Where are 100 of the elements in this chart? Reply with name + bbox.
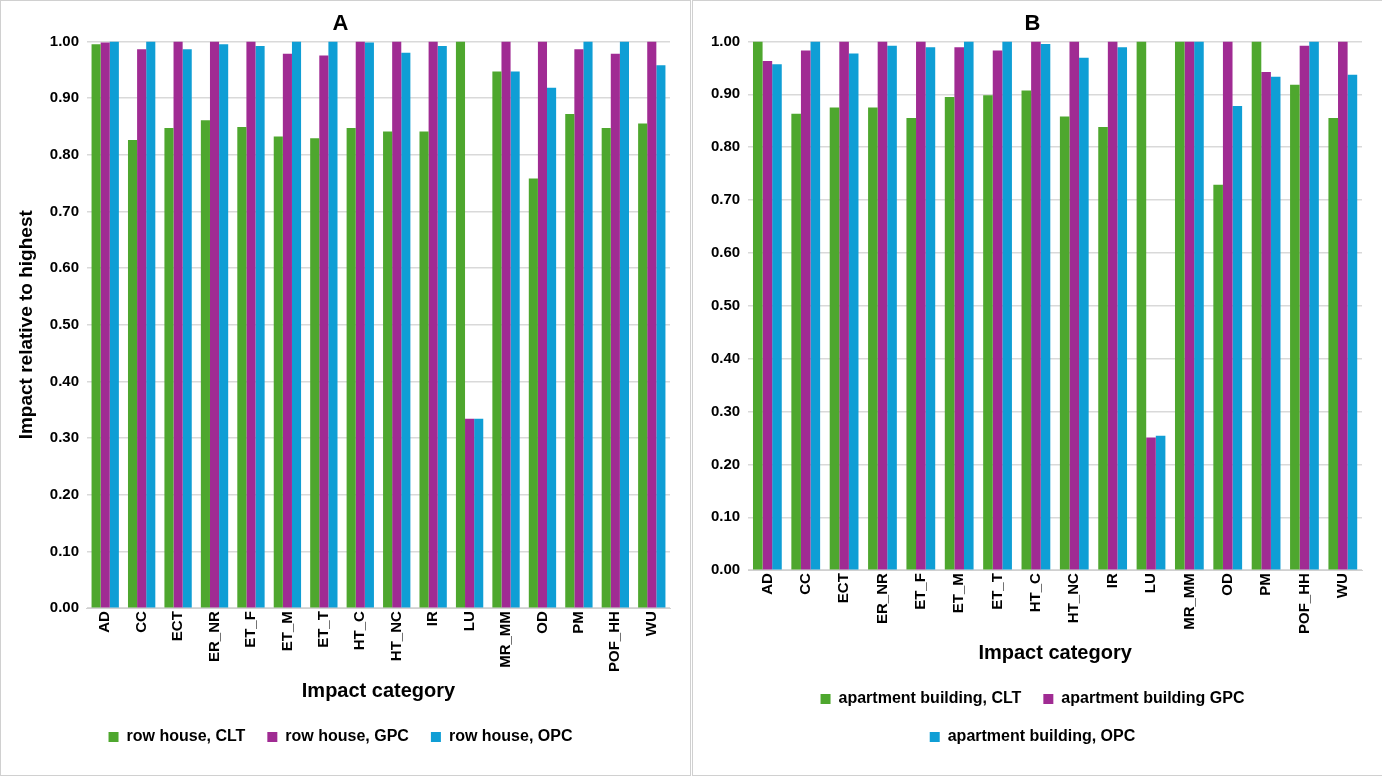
bar bbox=[492, 71, 502, 608]
x-tick-label: IR bbox=[423, 610, 441, 627]
x-tick-label: PM bbox=[569, 611, 587, 634]
bar bbox=[528, 178, 538, 608]
x-tick-label: PM bbox=[1256, 573, 1274, 596]
bar bbox=[983, 95, 993, 570]
legend-label: apartment building GPC bbox=[1061, 689, 1245, 707]
y-tick-label: 0.30 bbox=[710, 401, 741, 419]
bar bbox=[772, 64, 782, 570]
bar bbox=[200, 120, 210, 608]
x-tick-label: MR_MM bbox=[496, 611, 514, 668]
y-tick-label: 0.40 bbox=[49, 371, 79, 389]
legend-label: apartment building, CLT bbox=[838, 689, 1022, 707]
x-tick-label: LU bbox=[459, 611, 477, 632]
bar bbox=[364, 42, 374, 608]
bar bbox=[868, 107, 878, 570]
bar bbox=[877, 41, 888, 570]
x-tick-label: WU bbox=[641, 611, 659, 637]
y-tick-label: 0.00 bbox=[710, 560, 741, 578]
bar bbox=[906, 118, 917, 570]
x-tick-label: ET_F bbox=[241, 611, 259, 648]
x-tick-label: AD bbox=[95, 611, 113, 633]
bar bbox=[1079, 57, 1089, 570]
y-tick-label: 0.30 bbox=[49, 428, 79, 446]
bar bbox=[437, 45, 447, 608]
x-tick-label: OD bbox=[532, 610, 550, 634]
legend-label: row house, OPC bbox=[448, 727, 573, 745]
bar bbox=[282, 53, 292, 608]
x-tick-label: CC bbox=[131, 611, 149, 633]
y-tick-label: 0.20 bbox=[710, 454, 741, 472]
x-tick-label: ET_M bbox=[949, 573, 967, 614]
x-tick-label: OD bbox=[1217, 572, 1235, 596]
bar bbox=[273, 136, 283, 608]
y-tick-label: 0.10 bbox=[49, 541, 79, 559]
bar bbox=[91, 44, 101, 608]
bar bbox=[647, 41, 657, 608]
bar bbox=[137, 49, 147, 608]
x-tick-label: MR_MM bbox=[1179, 573, 1197, 630]
bar bbox=[1270, 76, 1281, 570]
x-tick-label: AD bbox=[757, 573, 775, 595]
y-tick-label: 0.60 bbox=[49, 258, 79, 276]
x-tick-label: ER_NR bbox=[872, 573, 890, 625]
bar bbox=[610, 53, 620, 608]
bar bbox=[839, 41, 849, 570]
bar bbox=[810, 41, 821, 570]
x-tick-label: CC bbox=[795, 573, 813, 595]
bar bbox=[547, 87, 557, 608]
bar bbox=[1069, 41, 1080, 570]
x-tick-label: LU bbox=[1141, 573, 1159, 594]
y-tick-label: 0.40 bbox=[710, 348, 741, 366]
x-tick-label: HT_C bbox=[1026, 572, 1044, 613]
x-tick-label: HT_NC bbox=[1064, 573, 1082, 624]
bar bbox=[1290, 84, 1300, 570]
bar bbox=[1194, 41, 1204, 570]
bar bbox=[574, 49, 584, 608]
bar bbox=[1136, 41, 1147, 570]
bar bbox=[1107, 41, 1118, 570]
x-tick-label: IR bbox=[1102, 572, 1120, 589]
bar bbox=[428, 41, 438, 608]
y-tick-label: 0.50 bbox=[710, 295, 741, 313]
y-tick-label: 0.70 bbox=[49, 201, 79, 219]
bar bbox=[164, 128, 174, 608]
legend-label: apartment building, OPC bbox=[947, 727, 1136, 745]
bar bbox=[1174, 41, 1185, 570]
bar bbox=[401, 52, 411, 608]
bar bbox=[1347, 74, 1358, 570]
bar bbox=[583, 41, 593, 608]
bar bbox=[752, 41, 763, 570]
bar bbox=[465, 418, 475, 608]
bar bbox=[1232, 105, 1243, 570]
bar bbox=[916, 41, 926, 570]
bar bbox=[291, 41, 302, 608]
legend-label: row house, GPC bbox=[285, 727, 410, 745]
bar bbox=[392, 41, 402, 608]
bar bbox=[954, 47, 964, 570]
bar bbox=[1155, 435, 1166, 570]
bar bbox=[537, 41, 548, 608]
x-tick-label: HT_NC bbox=[386, 611, 404, 662]
y-tick-label: 0.90 bbox=[49, 88, 79, 106]
bar bbox=[992, 50, 1003, 570]
y-axis-title: Impact relative to highest bbox=[14, 209, 36, 440]
bar bbox=[146, 41, 156, 608]
bar bbox=[419, 131, 429, 608]
bar bbox=[182, 49, 192, 608]
chart-title: B bbox=[1024, 10, 1041, 36]
bar bbox=[237, 126, 247, 608]
bar bbox=[510, 71, 520, 608]
bar bbox=[1222, 41, 1233, 570]
y-tick-label: 0.50 bbox=[49, 314, 79, 332]
bar bbox=[246, 41, 256, 608]
x-tick-label: ET_M bbox=[277, 611, 295, 652]
x-axis-title: Impact category bbox=[978, 640, 1133, 663]
bar bbox=[1031, 41, 1041, 570]
bar bbox=[455, 41, 466, 608]
bar bbox=[173, 41, 183, 608]
x-tick-label: HT_C bbox=[350, 610, 368, 651]
bar bbox=[1338, 41, 1348, 570]
bar bbox=[474, 418, 484, 608]
bar bbox=[209, 41, 220, 608]
bar bbox=[619, 41, 630, 608]
